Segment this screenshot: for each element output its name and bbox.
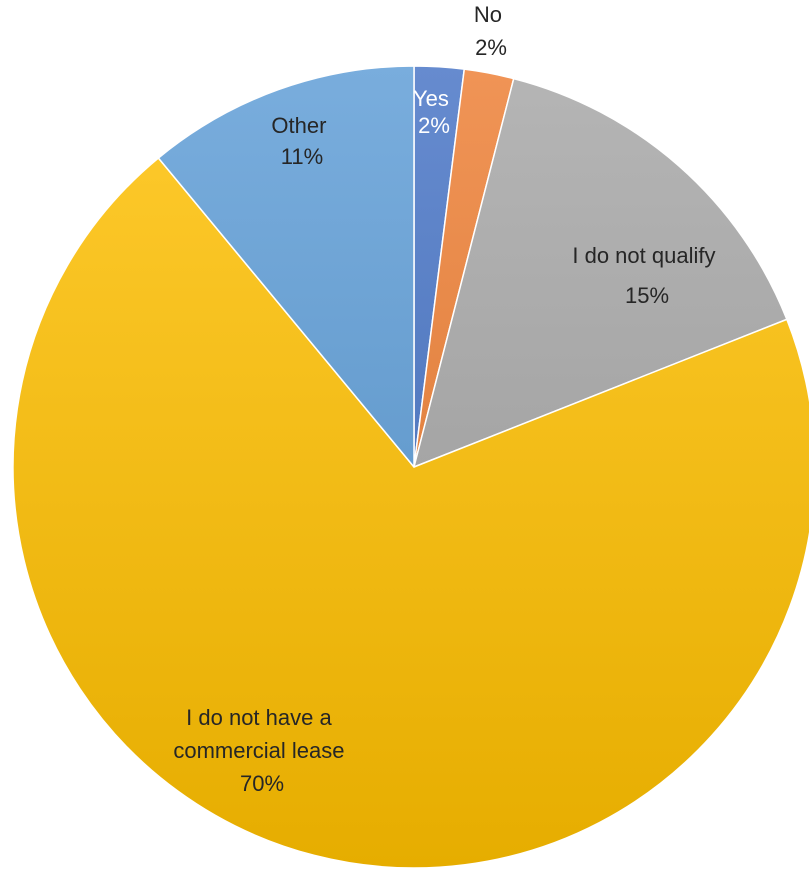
label-no-commercial-lease-line2: commercial lease (173, 738, 344, 763)
pie-slices (12, 65, 809, 869)
label-no-commercial-lease-value: 70% (240, 771, 284, 796)
pie-slice-other (157, 65, 415, 468)
label-yes-value: 2% (418, 113, 450, 138)
label-i-do-not-qualify-name: I do not qualify (572, 243, 715, 268)
label-no-commercial-lease: I do not have a commercial lease 70% (173, 705, 350, 796)
label-no: No 2% (474, 2, 508, 60)
label-yes: Yes 2% (413, 86, 455, 138)
label-other-name: Other (271, 113, 326, 138)
label-i-do-not-qualify-value: 15% (625, 283, 669, 308)
label-i-do-not-qualify: I do not qualify 15% (572, 243, 721, 308)
pie-slice-i-do-not-qualify (413, 77, 788, 468)
label-other-value: 11% (281, 144, 323, 169)
label-no-value: 2% (475, 35, 507, 60)
pie-labels: Yes 2% No 2% I do not qualify 15% I do n… (173, 2, 721, 796)
label-yes-name: Yes (413, 86, 449, 111)
label-other: Other 11% (271, 113, 332, 169)
pie-slice-i-do-not-have-a-commercial-lease (12, 157, 809, 869)
label-no-name: No (474, 2, 502, 27)
label-no-commercial-lease-line1: I do not have a (186, 705, 332, 730)
